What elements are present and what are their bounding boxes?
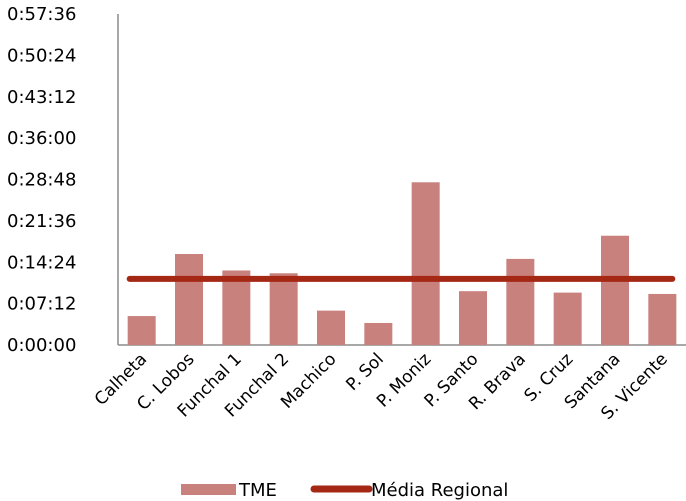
bar-funchal-1 [222, 270, 251, 345]
bar-funchal-2 [269, 273, 298, 345]
legend: TME Média Regional [181, 480, 508, 501]
bar-s-cruz [553, 292, 582, 345]
bar-santana [601, 235, 629, 345]
legend-label-tme: TME [238, 480, 277, 501]
bar-s-vicente [648, 293, 677, 345]
y-axis-labels: 0:00:00 0:07:12 0:14:24 0:21:36 0:28:48 0:36:… [7, 4, 76, 356]
bar-calheta [127, 316, 156, 345]
legend-swatch-tme [181, 484, 236, 495]
y-tick-label: 0:00:00 [7, 335, 76, 356]
bars-group [127, 182, 677, 345]
bar-p-sol [364, 322, 393, 345]
bar-r-brava [506, 258, 535, 345]
y-tick-label: 0:14:24 [7, 252, 76, 273]
y-tick-label: 0:43:12 [7, 87, 76, 108]
y-tick-label: 0:28:48 [7, 170, 76, 191]
bar-machico [317, 310, 345, 345]
y-tick-label: 0:36:00 [7, 128, 76, 149]
y-tick-label: 0:50:24 [7, 45, 76, 66]
legend-label-media-regional: Média Regional [371, 480, 508, 501]
bar-p-santo [459, 291, 487, 345]
y-tick-label: 0:21:36 [7, 211, 76, 232]
bar-c-lobos [175, 254, 203, 345]
y-tick-label: 0:07:12 [7, 294, 76, 315]
bar-p-moniz [411, 182, 440, 345]
y-tick-label: 0:57:36 [7, 4, 76, 25]
